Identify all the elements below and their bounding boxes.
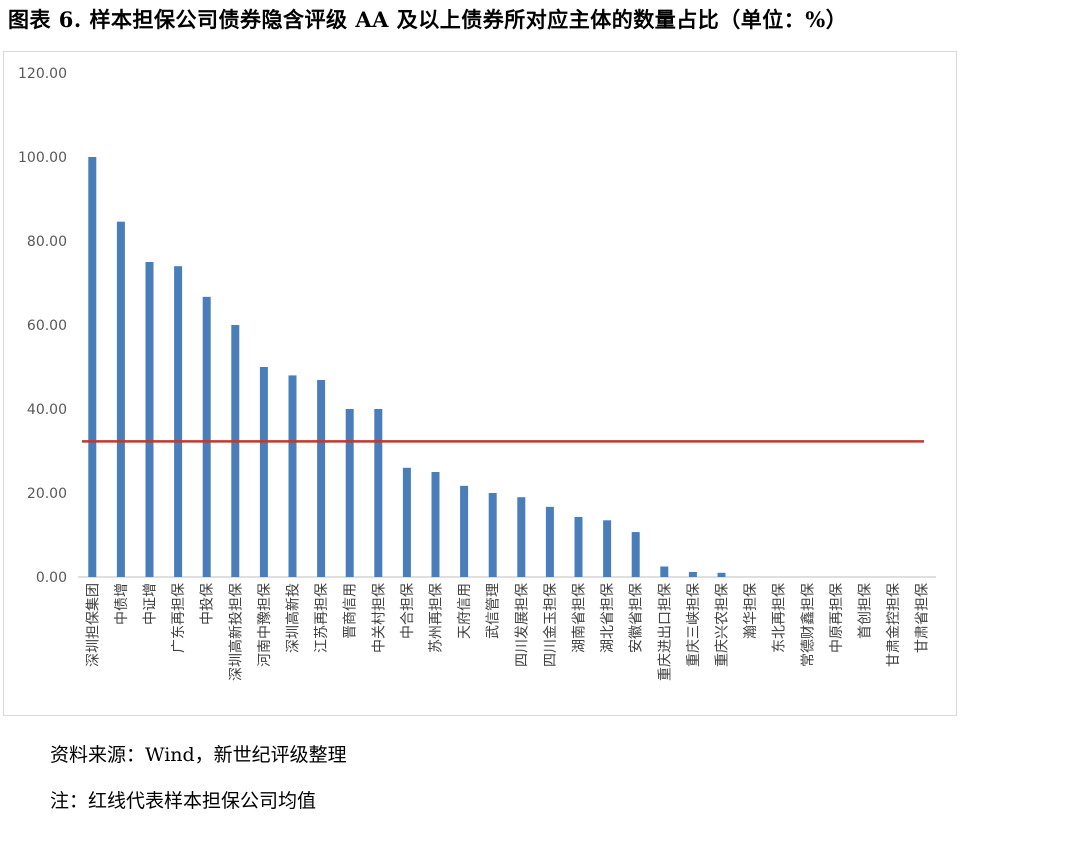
y-tick-label: 0.00 <box>36 570 67 586</box>
category-label: 四川金玉担保 <box>543 583 559 667</box>
category-label: 常德财鑫担保 <box>799 583 816 667</box>
bar <box>431 472 440 577</box>
category-label: 首创担保 <box>858 583 874 639</box>
y-tick-label: 20.00 <box>27 486 67 502</box>
category-label: 天府信用 <box>457 583 473 639</box>
category-label: 重庆兴农担保 <box>715 583 731 667</box>
bar <box>88 157 97 577</box>
category-label: 深圳高新投 <box>285 583 302 653</box>
category-label: 中投保 <box>200 583 216 625</box>
footnote: 注：红线代表样本担保公司均值 <box>50 790 317 812</box>
category-label: 江苏再担保 <box>314 583 330 653</box>
category-label: 中合担保 <box>400 583 416 639</box>
bar <box>603 520 612 577</box>
bar <box>317 380 326 577</box>
bar <box>259 367 268 577</box>
bar <box>660 566 669 577</box>
bar <box>231 325 240 577</box>
category-label: 中原再担保 <box>829 583 845 653</box>
bar <box>717 572 726 577</box>
category-label: 中债增 <box>114 583 130 625</box>
category-label: 河南中豫担保 <box>257 583 273 667</box>
source-note: 资料来源：Wind，新世纪评级整理 <box>50 744 347 766</box>
bar <box>202 296 211 577</box>
bar <box>402 467 411 577</box>
category-label: 晋商信用 <box>343 583 359 639</box>
bar <box>517 497 526 577</box>
bar <box>145 262 154 577</box>
category-label: 苏州再担保 <box>429 583 445 653</box>
bar <box>574 516 583 577</box>
category-label: 重庆三峡担保 <box>686 583 702 667</box>
category-label: 瀚华担保 <box>743 583 759 639</box>
category-label: 中关村担保 <box>371 583 387 653</box>
category-label: 湖南省担保 <box>572 583 588 653</box>
y-tick-label: 120.00 <box>18 66 67 82</box>
y-tick-label: 60.00 <box>27 318 67 334</box>
category-label: 甘肃金控担保 <box>886 583 902 667</box>
category-label: 深圳高新投担保 <box>227 583 244 681</box>
y-tick-label: 100.00 <box>18 150 67 166</box>
bar <box>460 485 469 577</box>
bar <box>374 409 383 577</box>
category-label: 广东再担保 <box>171 583 187 653</box>
category-label: 武信管理 <box>486 583 502 639</box>
y-tick-label: 80.00 <box>27 234 67 250</box>
category-label: 甘肃省担保 <box>915 583 931 653</box>
bar <box>174 266 183 577</box>
chart-area: 0.00 20.00 40.00 60.00 80.00 100.00 120.00 深圳担保… <box>3 51 957 716</box>
category-label: 湖北省担保 <box>600 583 616 653</box>
category-label: 东北再担保 <box>772 583 788 653</box>
category-label: 安徽省担保 <box>629 583 645 653</box>
bar <box>288 375 297 577</box>
bar <box>345 409 354 577</box>
category-label: 深圳担保集团 <box>84 583 101 667</box>
bar <box>488 493 497 577</box>
bar-chart: 0.00 20.00 40.00 60.00 80.00 100.00 120.00 深圳担保… <box>18 66 936 681</box>
category-label: 中证增 <box>143 583 159 625</box>
category-label: 重庆进出口担保 <box>657 583 673 681</box>
bar <box>631 532 640 577</box>
y-tick-label: 40.00 <box>27 402 67 418</box>
bar <box>116 221 125 577</box>
bar <box>545 506 554 577</box>
category-label: 四川发展担保 <box>514 583 530 667</box>
figure-title: 图表 6. 样本担保公司债券隐含评级 AA 及以上债券所对应主体的数量占比（单位… <box>8 7 848 32</box>
bar <box>688 571 697 577</box>
